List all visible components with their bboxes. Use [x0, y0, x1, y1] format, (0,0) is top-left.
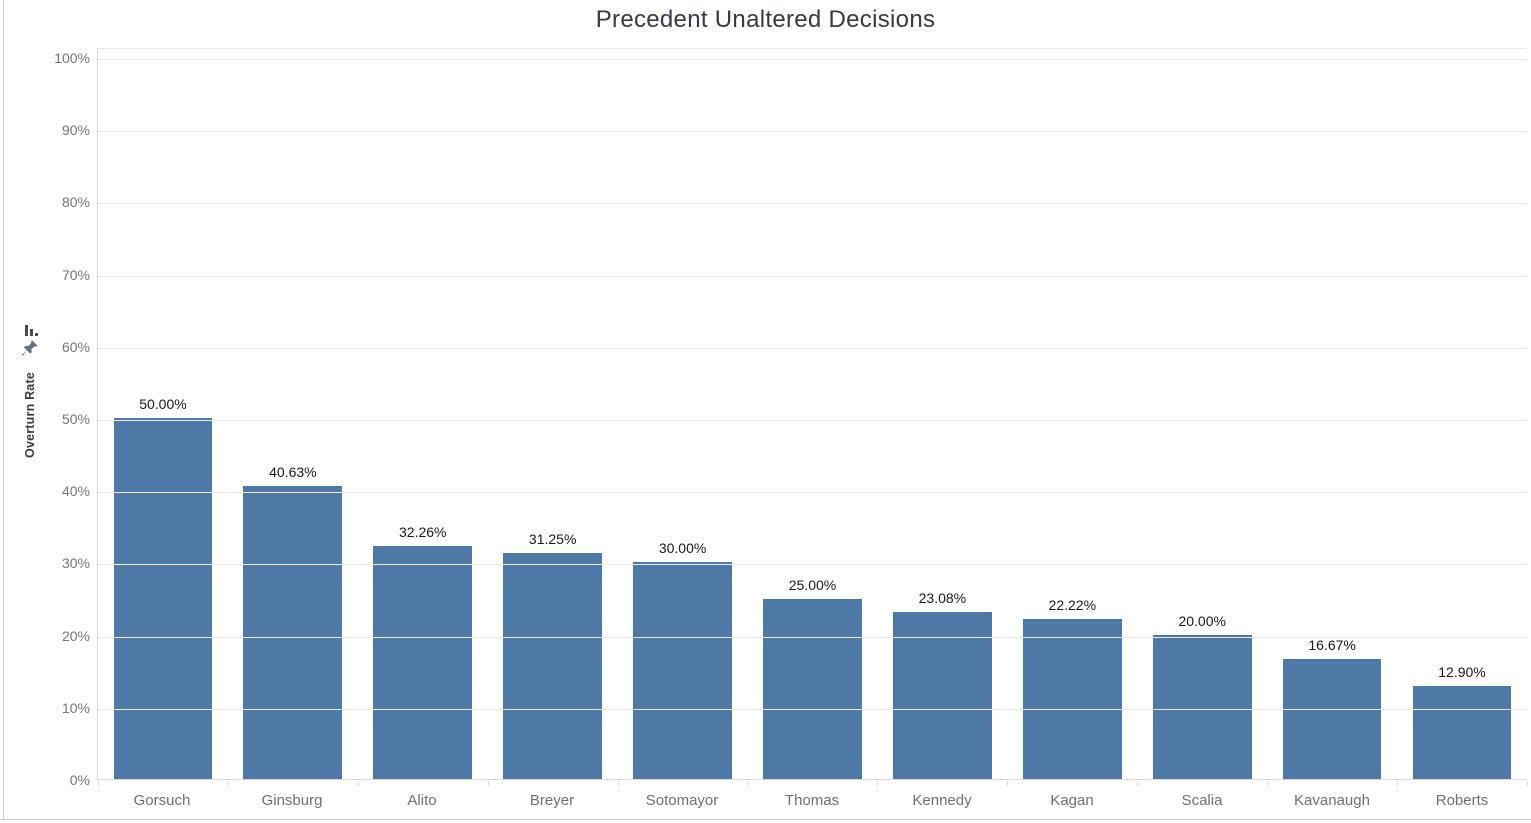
category-label-kavanaugh[interactable]: Kavanaugh	[1294, 792, 1370, 809]
gridline	[98, 636, 1527, 638]
category-label-roberts[interactable]: Roberts	[1435, 792, 1489, 809]
category-label-alito[interactable]: Alito	[407, 792, 437, 809]
x-axis-tick	[877, 781, 879, 786]
bar-sotomayor[interactable]	[633, 562, 732, 779]
bar-value-label: 22.22%	[1048, 596, 1097, 613]
x-axis-tick	[227, 781, 229, 786]
y-tick-label: 70%	[61, 266, 90, 283]
x-axis-labels: Gorsuch Ginsburg Alito Breyer Sotomayor Thoma…	[97, 784, 1527, 809]
category-label-sotomayor[interactable]: Sotomayor	[645, 792, 719, 809]
bar-band: 30.00%	[618, 49, 748, 779]
bar-value-label: 20.00%	[1178, 612, 1226, 629]
gridline	[98, 420, 1527, 421]
bar-value-label: 30.00%	[658, 540, 707, 557]
gridline	[98, 708, 1527, 710]
gridline	[98, 492, 1527, 494]
bar-gorsuch[interactable]	[113, 418, 213, 779]
bar-value-label: 12.90%	[1438, 663, 1486, 680]
bar-band: 50.00%	[98, 49, 228, 779]
category-label-kennedy[interactable]: Kennedy	[912, 792, 972, 809]
container-left-border	[3, 0, 4, 820]
bar-value-label: 16.67%	[1308, 636, 1356, 653]
bar-bands: 50.00% 40.63% 32.26% 31.25% 30.00% 25.00% 23.0…	[98, 49, 1527, 779]
bar-alito[interactable]	[373, 546, 473, 779]
y-tick-label: 90%	[61, 122, 90, 139]
category-label-scalia[interactable]: Scalia	[1181, 792, 1223, 809]
plot-area: 50.00% 40.63% 32.26% 31.25% 30.00% 25.00% 23.0…	[97, 48, 1528, 786]
bar-value-label: 50.00%	[139, 396, 187, 412]
bar-value-label: 25.00%	[788, 576, 837, 593]
x-axis-tick	[1397, 781, 1399, 786]
gridline	[98, 347, 1527, 349]
bar-kennedy[interactable]	[893, 612, 992, 779]
y-tick-label: 30%	[61, 555, 90, 572]
bar-band: 25.00%	[748, 49, 878, 779]
y-tick-label: 20%	[61, 627, 90, 644]
category-label-thomas[interactable]: Thomas	[784, 792, 840, 809]
x-axis-tick	[617, 781, 619, 786]
gridline	[98, 564, 1527, 566]
y-tick-label: 100%	[54, 50, 90, 66]
gridline	[98, 275, 1527, 277]
bar-band: 16.67%	[1267, 49, 1397, 779]
bar-scalia[interactable]	[1152, 634, 1252, 779]
x-axis-tick	[487, 781, 489, 786]
bar-value-label: 40.63%	[269, 463, 317, 480]
category-label-gorsuch[interactable]: Gorsuch	[133, 792, 191, 809]
bar-roberts[interactable]	[1412, 685, 1512, 779]
bar-band: 12.90%	[1397, 49, 1527, 779]
bar-value-label: 31.25%	[528, 531, 577, 548]
bar-ginsburg[interactable]	[243, 485, 343, 779]
gridline	[98, 203, 1527, 205]
y-tick-label: 50%	[61, 411, 90, 427]
x-axis-tick	[1137, 781, 1139, 786]
x-axis-tick	[1527, 781, 1528, 786]
x-axis-tick	[1267, 781, 1269, 786]
x-axis-tick	[747, 781, 749, 786]
y-tick-label: 10%	[61, 699, 90, 716]
bar-band: 22.22%	[1007, 49, 1137, 779]
bar-kagan[interactable]	[1022, 618, 1122, 779]
bar-thomas[interactable]	[763, 598, 862, 779]
x-axis-tick	[98, 781, 99, 786]
y-tick-label: 0%	[69, 772, 90, 788]
bar-breyer[interactable]	[503, 553, 603, 779]
bar-band: 32.26%	[358, 49, 488, 779]
sort-bars-icon[interactable]	[25, 324, 41, 336]
gridline	[98, 131, 1527, 133]
y-tick-label: 60%	[61, 338, 90, 355]
category-label-ginsburg[interactable]: Ginsburg	[261, 792, 323, 809]
pushpin-icon[interactable]	[20, 339, 39, 358]
bar-value-label: 23.08%	[918, 590, 967, 607]
chart-title: Precedent Unaltered Decisions	[595, 6, 936, 33]
container-bottom-border	[0, 819, 1531, 820]
x-axis-tick	[1007, 781, 1009, 786]
category-label-kagan[interactable]: Kagan	[1050, 792, 1094, 809]
bar-band: 23.08%	[877, 49, 1007, 779]
bar-kavanaugh[interactable]	[1282, 658, 1382, 779]
y-tick-label: 40%	[61, 483, 90, 500]
y-tick-label: 80%	[61, 194, 90, 211]
gridline	[98, 59, 1527, 60]
bar-band: 31.25%	[488, 49, 618, 779]
bar-value-label: 32.26%	[399, 524, 447, 541]
bar-band: 40.63%	[228, 49, 358, 779]
x-axis-tick	[357, 781, 359, 786]
category-label-breyer[interactable]: Breyer	[529, 792, 575, 809]
bar-band: 20.00%	[1137, 49, 1267, 779]
